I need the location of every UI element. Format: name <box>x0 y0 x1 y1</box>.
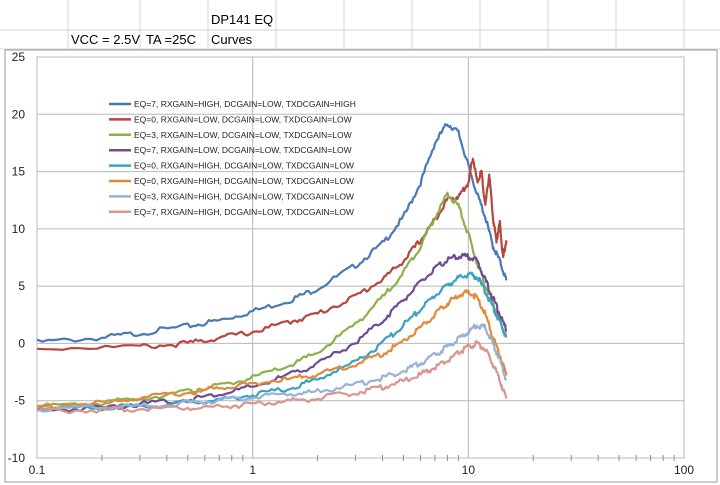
legend-entry-6: EQ=0, RXGAIN=HIGH, DCGAIN=LOW, TXDCGAIN=… <box>134 176 354 186</box>
series-line-8 <box>36 340 508 415</box>
title-line-2: Curves <box>211 32 253 47</box>
y-tick-label: 15 <box>12 165 26 179</box>
y-tick-label: 0 <box>18 336 25 350</box>
y-tick-label: 10 <box>12 222 26 236</box>
series-lines <box>36 123 508 415</box>
y-tick-label: -5 <box>14 394 25 408</box>
x-tick-label: 100 <box>674 463 694 477</box>
legend-entry-1: EQ=7, RXGAIN=HIGH, DCGAIN=LOW, TXDCGAIN=… <box>134 99 356 109</box>
series-line-7 <box>36 323 508 413</box>
y-tick-label: -10 <box>8 451 26 465</box>
y-tick-label: 20 <box>12 107 26 121</box>
legend: EQ=7, RXGAIN=HIGH, DCGAIN=LOW, TXDCGAIN=… <box>109 99 356 217</box>
series-line-1 <box>36 123 508 343</box>
chart-area <box>4 49 718 483</box>
series-line-4 <box>36 252 508 413</box>
x-tick-label: 0.1 <box>29 463 46 477</box>
legend-entry-4: EQ=7, RXGAIN=LOW, DCGAIN=LOW, TXDCGAIN=L… <box>134 145 352 155</box>
legend-entry-2: EQ=0, RXGAIN=LOW, DCGAIN=LOW, TXDCGAIN=L… <box>134 114 352 124</box>
series-line-5 <box>36 271 508 412</box>
y-tick-label: 25 <box>12 50 26 64</box>
legend-entry-7: EQ=3, RXGAIN=HIGH, DCGAIN=LOW, TXDCGAIN=… <box>134 191 354 201</box>
legend-entry-5: EQ=0, RXGAIN=HIGH, DCGAIN=LOW, TXDCGAIN=… <box>134 161 354 171</box>
x-tick-label: 10 <box>462 463 476 477</box>
y-tick-label: 5 <box>18 279 25 293</box>
legend-entry-3: EQ=3, RXGAIN=LOW, DCGAIN=LOW, TXDCGAIN=L… <box>134 130 352 140</box>
title-line-1: DP141 EQ <box>211 12 274 27</box>
vcc-label: VCC = 2.5V <box>71 32 141 47</box>
ta-label: TA =25C <box>146 32 196 47</box>
series-line-6 <box>36 289 508 409</box>
series-line-2 <box>36 157 508 351</box>
axes: -10 -5 0 5 10 15 20 25 0.1 1 10 100 <box>8 50 695 477</box>
legend-entry-8: EQ=7, RXGAIN=HIGH, DCGAIN=LOW, TXDCGAIN=… <box>134 207 354 217</box>
x-tick-label: 1 <box>249 463 256 477</box>
